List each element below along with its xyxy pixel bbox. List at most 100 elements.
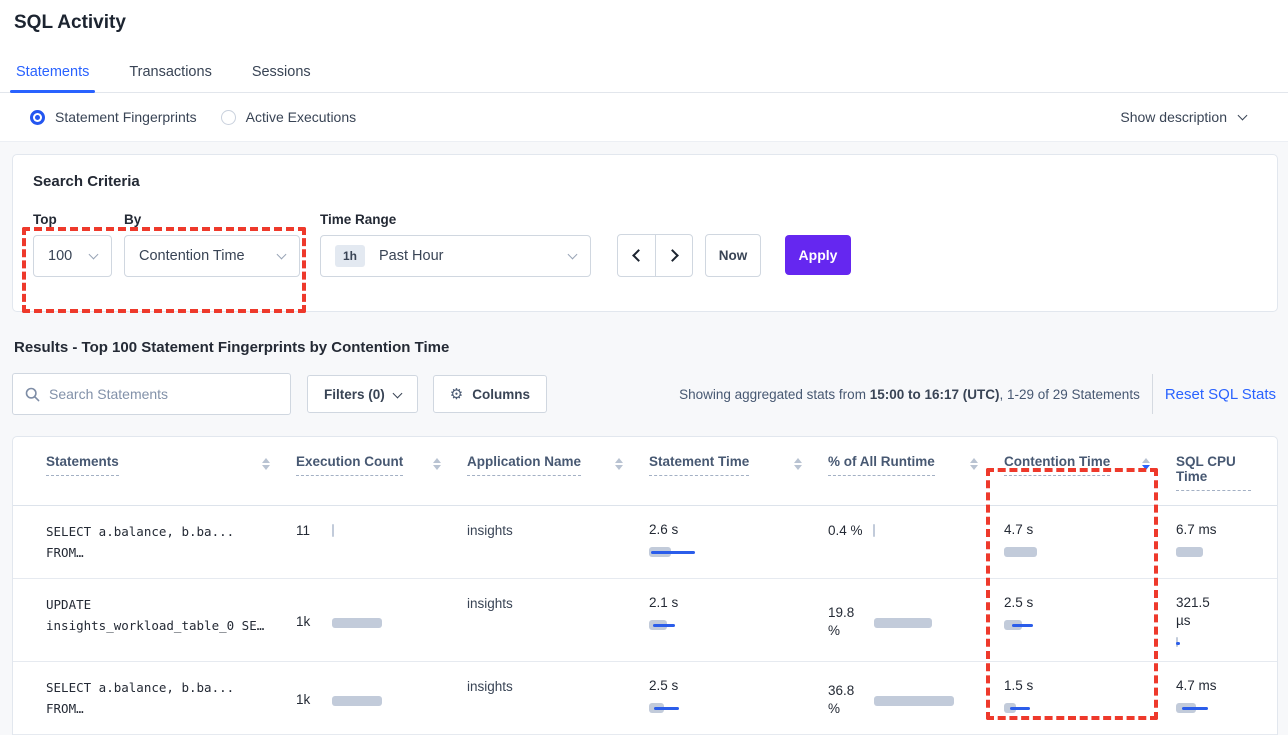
tab-bar: Statements Transactions Sessions: [0, 58, 1288, 93]
col-header-execution-count[interactable]: Execution Count: [296, 454, 467, 505]
statement-time-cell: 2.1 s: [649, 594, 828, 648]
application-name-cell: insights: [467, 596, 513, 611]
execution-count-cell: 11: [296, 521, 467, 565]
table-row: UPDATE insights_workload_table_0 SE… 1k i…: [13, 579, 1277, 662]
statement-time-bar: [649, 620, 769, 630]
sql-cpu-time-cell: 321.5 µs: [1176, 594, 1277, 648]
top-field: Top 100: [33, 212, 112, 277]
top-label: Top: [33, 212, 57, 227]
pct-runtime-bar: [874, 618, 932, 628]
pct-runtime-bar: [874, 696, 954, 706]
toolbar-divider: [1151, 374, 1153, 414]
time-range-value: Past Hour: [379, 248, 444, 264]
pct-runtime-cell: 36.8 %: [828, 677, 1004, 721]
gear-icon: ⚙: [449, 385, 464, 403]
statement-time-bar: [649, 547, 769, 557]
radio-active-executions[interactable]: Active Executions: [220, 109, 357, 125]
radio-unselected-icon: [220, 109, 236, 125]
tab-sessions[interactable]: Sessions: [251, 64, 311, 80]
time-range-select[interactable]: 1h Past Hour: [320, 235, 591, 277]
sql-cpu-time-bar: [1176, 637, 1288, 648]
statement-fingerprint-link[interactable]: SELECT a.balance, b.ba... FROM…: [46, 680, 235, 716]
view-toggle-bar: Statement Fingerprints Active Executions…: [0, 93, 1288, 142]
chevron-down-icon: [567, 249, 578, 259]
sql-cpu-time-bar: [1176, 547, 1288, 557]
radio-label: Active Executions: [245, 109, 357, 125]
statement-fingerprint-link[interactable]: SELECT a.balance, b.ba... FROM…: [46, 524, 235, 560]
search-statements-input[interactable]: [49, 386, 278, 402]
contention-time-cell: 4.7 s: [1004, 521, 1176, 565]
results-toolbar: Filters (0) ⚙ Columns Showing aggregated…: [12, 373, 1278, 415]
contention-time-bar: [1004, 547, 1124, 557]
time-range-label: Time Range: [320, 212, 397, 227]
sort-icon[interactable]: [794, 458, 802, 470]
statements-table: Statements Execution Count Application N…: [12, 436, 1278, 735]
tab-transactions[interactable]: Transactions: [129, 64, 212, 80]
execution-count-bar: [332, 696, 382, 706]
contention-time-cell: 1.5 s: [1004, 677, 1176, 721]
search-criteria-panel: Search Criteria Top 100 By Contention Ti…: [12, 154, 1278, 312]
col-header-statements[interactable]: Statements: [13, 454, 296, 505]
execution-count-cell: 1k: [296, 677, 467, 721]
col-header-application-name[interactable]: Application Name: [467, 454, 649, 505]
sql-cpu-time-cell: 4.7 ms: [1176, 677, 1277, 721]
pct-runtime-bar: [872, 524, 875, 537]
columns-label: Columns: [472, 386, 530, 402]
sql-cpu-time-cell: 6.7 ms: [1176, 521, 1277, 565]
showing-stats-text: Showing aggregated stats from 15:00 to 1…: [679, 386, 1140, 402]
chevron-down-icon: [1237, 110, 1248, 120]
table-header-row: Statements Execution Count Application N…: [13, 437, 1277, 506]
show-description-toggle[interactable]: Show description: [1120, 109, 1248, 125]
results-heading: Results - Top 100 Statement Fingerprints…: [14, 339, 450, 356]
col-header-pct-all-runtime[interactable]: % of All Runtime: [828, 454, 1004, 505]
show-description-label: Show description: [1120, 109, 1227, 125]
sort-icon-active-desc[interactable]: [1142, 458, 1150, 470]
by-select[interactable]: Contention Time: [124, 235, 300, 277]
radio-label: Statement Fingerprints: [55, 109, 197, 125]
chevron-down-icon: [276, 249, 287, 259]
search-statements-box: [12, 373, 291, 415]
columns-button[interactable]: ⚙ Columns: [432, 375, 547, 413]
statement-time-cell: 2.5 s: [649, 677, 828, 721]
time-range-field: Time Range 1h Past Hour: [320, 212, 591, 277]
execution-count-bar: [332, 524, 334, 537]
col-header-statement-time[interactable]: Statement Time: [649, 454, 828, 505]
statement-time-bar: [649, 703, 769, 713]
search-icon: [25, 387, 40, 401]
col-header-sql-cpu-time[interactable]: SQL CPU Time: [1176, 454, 1277, 505]
top-select[interactable]: 100: [33, 235, 112, 277]
execution-count-cell: 1k: [296, 594, 467, 648]
sort-icon[interactable]: [615, 458, 623, 470]
application-name-cell: insights: [467, 523, 513, 538]
sort-icon[interactable]: [433, 458, 441, 470]
filters-label: Filters (0): [324, 386, 385, 402]
tab-statements[interactable]: Statements: [9, 58, 96, 93]
next-time-button[interactable]: [655, 235, 692, 276]
filters-button[interactable]: Filters (0): [307, 375, 418, 413]
statement-fingerprint-link[interactable]: UPDATE insights_workload_table_0 SE…: [46, 597, 265, 633]
chevron-down-icon: [392, 388, 403, 398]
by-value: Contention Time: [139, 248, 245, 264]
col-header-contention-time[interactable]: Contention Time: [1004, 454, 1176, 505]
chevron-right-icon: [665, 249, 679, 262]
table-row: SELECT a.balance, b.ba... FROM… 1k insigh…: [13, 662, 1277, 735]
application-name-cell: insights: [467, 679, 513, 694]
radio-statement-fingerprints[interactable]: Statement Fingerprints: [30, 109, 197, 125]
sql-cpu-time-bar: [1176, 703, 1288, 713]
radio-selected-icon: [30, 109, 45, 125]
sort-icon[interactable]: [970, 458, 978, 470]
time-nav-group: [617, 234, 693, 277]
search-criteria-heading: Search Criteria: [33, 173, 140, 190]
time-range-badge: 1h: [335, 245, 366, 267]
page-title: SQL Activity: [14, 12, 126, 33]
now-button[interactable]: Now: [705, 234, 761, 277]
statement-time-cell: 2.6 s: [649, 521, 828, 565]
apply-button[interactable]: Apply: [785, 235, 851, 275]
table-row: SELECT a.balance, b.ba... FROM… 11 insigh…: [13, 506, 1277, 579]
chevron-down-icon: [88, 249, 99, 259]
reset-sql-stats-link[interactable]: Reset SQL Stats: [1164, 385, 1276, 403]
sort-icon[interactable]: [262, 458, 270, 470]
prev-time-button[interactable]: [618, 235, 655, 276]
execution-count-bar: [332, 618, 382, 628]
